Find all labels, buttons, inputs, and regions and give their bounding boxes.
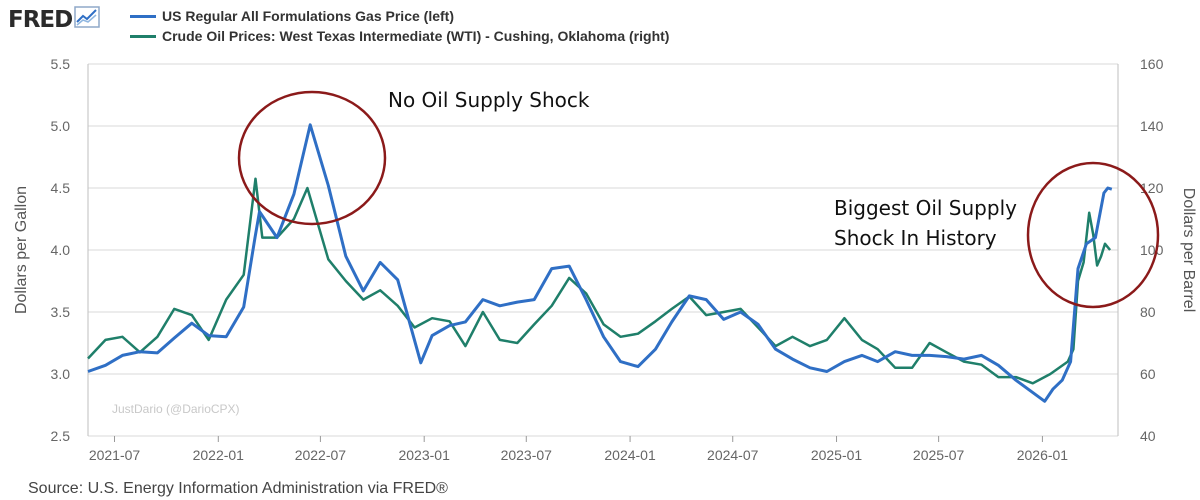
annotation-circle-supply-shock (1026, 161, 1160, 309)
legend-item-wti-price[interactable]: Crude Oil Prices: West Texas Intermediat… (130, 26, 669, 46)
x-tick-label: 2025-01 (811, 447, 863, 463)
chart-header: FRED US Regular All Formulations Gas Pri… (8, 4, 1188, 48)
legend-item-gas-price[interactable]: US Regular All Formulations Gas Price (l… (130, 6, 669, 26)
left-tick-label: 5.0 (51, 118, 71, 134)
fred-logo-text: FRED (8, 6, 73, 33)
x-tick-label: 2023-01 (398, 447, 450, 463)
left-tick-label: 3.0 (51, 366, 71, 382)
left-tick-label: 4.5 (51, 180, 71, 196)
chart-trend-icon (74, 6, 100, 33)
right-tick-label: 80 (1140, 304, 1156, 320)
legend-label-gas-price: US Regular All Formulations Gas Price (l… (162, 8, 454, 24)
x-tick-label: 2022-01 (193, 447, 245, 463)
left-tick-label: 4.0 (51, 242, 71, 258)
fred-logo[interactable]: FRED (8, 6, 100, 33)
left-axis-title: Dollars per Gallon (13, 186, 30, 314)
right-tick-label: 40 (1140, 428, 1156, 444)
legend-swatch-gas-price (130, 14, 156, 18)
right-axis-title: Dollars per Barrel (1180, 188, 1197, 312)
left-axis-ticks: 2.5 3.0 3.5 4.0 4.5 5.0 5.5 (51, 56, 71, 444)
chart-legend: US Regular All Formulations Gas Price (l… (130, 6, 669, 46)
x-tick-label: 2023-07 (501, 447, 553, 463)
annotation-no-shock: No Oil Supply Shock (388, 88, 590, 112)
x-tick-label: 2021-07 (89, 447, 141, 463)
x-tick-label: 2024-01 (604, 447, 656, 463)
series-line-wti-price (87, 177, 1112, 385)
watermark: JustDario (@DarioCPX) (112, 402, 240, 416)
gridlines (87, 63, 1119, 437)
right-tick-label: 100 (1140, 242, 1164, 258)
left-tick-label: 3.5 (51, 304, 71, 320)
x-axis-ticks: 2021-07 2022-01 2022-07 2023-01 2023-07 2024-… (89, 436, 1068, 463)
series-lines (87, 123, 1113, 403)
x-tick-label: 2026-01 (1017, 447, 1069, 463)
right-tick-label: 160 (1140, 56, 1164, 72)
x-tick-label: 2022-07 (295, 447, 347, 463)
x-tick-label: 2025-07 (913, 447, 965, 463)
legend-label-wti-price: Crude Oil Prices: West Texas Intermediat… (162, 28, 670, 44)
annotation-supply-shock-line1: Biggest Oil Supply (834, 196, 1017, 220)
annotation-circle-no-shock (237, 90, 387, 226)
right-tick-label: 140 (1140, 118, 1164, 134)
annotations: No Oil Supply Shock Biggest Oil Supply S… (237, 88, 1160, 309)
left-tick-label: 2.5 (51, 428, 71, 444)
right-tick-label: 60 (1140, 366, 1156, 382)
source-note: Source: U.S. Energy Information Administ… (28, 480, 448, 497)
legend-swatch-wti-price (130, 34, 156, 38)
x-tick-label: 2024-07 (707, 447, 759, 463)
series-line-gas-price (87, 123, 1113, 403)
left-tick-label: 5.5 (51, 56, 71, 72)
annotation-supply-shock-line2: Shock In History (834, 226, 997, 250)
